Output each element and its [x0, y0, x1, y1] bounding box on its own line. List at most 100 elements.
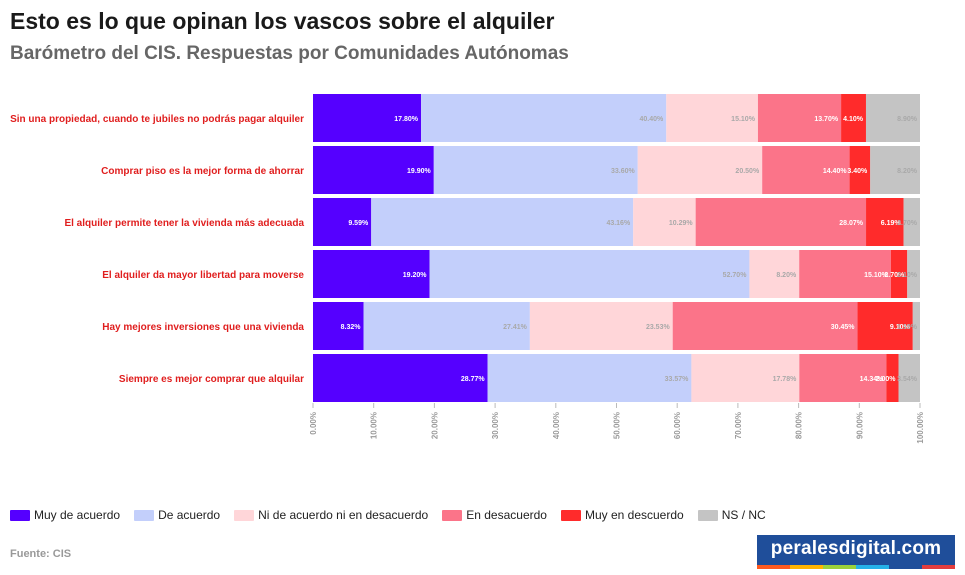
- legend-swatch: [442, 509, 463, 521]
- legend-label: NS / NC: [721, 508, 766, 522]
- x-tick-label: 60.00%: [673, 412, 682, 439]
- brand-stripe-segment: [790, 565, 823, 569]
- brand-logo: peralesdigital.com: [757, 535, 955, 569]
- data-label: 33.60%: [611, 168, 636, 175]
- data-label: 3.40%: [847, 168, 868, 175]
- bar-segment: [421, 94, 667, 142]
- data-label: 8.32%: [341, 324, 362, 331]
- data-label: 2.70%: [897, 220, 918, 227]
- bar-segment: [313, 94, 422, 142]
- bar-segment: [898, 354, 920, 402]
- data-label: 52.70%: [723, 272, 748, 279]
- x-tick-label: 0.00%: [309, 412, 318, 435]
- bar-segment: [890, 250, 908, 298]
- data-label: 23.53%: [646, 324, 671, 331]
- bar-segment: [757, 94, 842, 142]
- data-label: 17.78%: [773, 376, 798, 383]
- data-label: 2.70%: [884, 272, 905, 279]
- data-label: 14.40%: [823, 168, 848, 175]
- data-label: 19.90%: [407, 168, 432, 175]
- bar-segment: [633, 198, 696, 246]
- category-label: Siempre es mejor comprar que alquilar: [119, 374, 304, 385]
- bar-segment: [695, 198, 867, 246]
- data-label: 4.10%: [843, 116, 864, 123]
- chart-title: Esto es lo que opinan los vascos sobre e…: [10, 8, 555, 34]
- data-label: 30.45%: [831, 324, 856, 331]
- data-label: 3.54%: [897, 376, 918, 383]
- legend-swatch: [234, 509, 255, 521]
- x-tick-label: 70.00%: [734, 412, 743, 439]
- data-label: 14.34%: [860, 376, 885, 383]
- chart-legend: Muy de acuerdo De acuerdo Ni de acuerdo ni…: [10, 508, 780, 522]
- bar-segment: [866, 198, 904, 246]
- stacked-bar-chart: Sin una propiedad, cuando te jubiles no …: [10, 94, 925, 444]
- brand-stripe-segment: [889, 565, 922, 569]
- bar-segment: [529, 302, 673, 350]
- brand-logo-stripe: [757, 565, 955, 569]
- data-label: 15.10%: [864, 272, 889, 279]
- brand-logo-text: peralesdigital.com: [770, 538, 942, 559]
- bar-segment: [672, 302, 858, 350]
- data-label: 8.20%: [897, 168, 918, 175]
- data-label: 9.59%: [348, 220, 369, 227]
- bar-segment: [487, 354, 692, 402]
- category-label: Comprar piso es la mejor forma de ahorra…: [101, 166, 304, 177]
- data-label: 9.10%: [890, 324, 911, 331]
- legend-label: De acuerdo: [158, 508, 221, 522]
- legend-swatch: [134, 509, 155, 521]
- legend-swatch: [560, 509, 581, 521]
- data-label: 43.16%: [606, 220, 631, 227]
- bar-segment: [363, 302, 530, 350]
- x-tick-label: 40.00%: [552, 412, 561, 439]
- legend-item: En desacuerdo: [442, 508, 547, 522]
- data-label: 28.07%: [839, 220, 864, 227]
- x-tick-label: 50.00%: [613, 412, 622, 439]
- data-label: 40.40%: [640, 116, 665, 123]
- bar-segment: [912, 302, 920, 350]
- data-label: 17.80%: [394, 116, 419, 123]
- bar-segment: [313, 198, 372, 246]
- bar-segment: [799, 354, 887, 402]
- chart-subtitle: Barómetro del CIS. Respuestas por Comuni…: [10, 43, 569, 64]
- bar-segment: [799, 250, 891, 298]
- data-label: 20.50%: [735, 168, 760, 175]
- category-label: Sin una propiedad, cuando te jubiles no …: [10, 114, 304, 125]
- legend-item: De acuerdo: [134, 508, 220, 522]
- data-label: 2.00%: [876, 376, 897, 383]
- bar-segment: [637, 146, 763, 194]
- x-tick-label: 100.00%: [916, 412, 925, 444]
- bar-segment: [903, 198, 920, 246]
- x-tick-label: 20.00%: [430, 412, 439, 439]
- data-label: 6.19%: [881, 220, 902, 227]
- bar-segment: [313, 354, 488, 402]
- legend-item: Muy en descuerdo: [560, 508, 684, 522]
- category-label: El alquiler permite tener la vivienda má…: [64, 218, 304, 229]
- x-tick-label: 80.00%: [795, 412, 804, 439]
- legend-label: En desacuerdo: [466, 508, 547, 522]
- legend-item: Ni de acuerdo ni en desacuerdo: [234, 508, 428, 522]
- bar-segment: [433, 146, 638, 194]
- bar-segment: [762, 146, 850, 194]
- x-tick-label: 30.00%: [491, 412, 500, 439]
- legend-label: Ni de acuerdo ni en desacuerdo: [258, 508, 429, 522]
- bar-segment: [907, 250, 920, 298]
- bar-segment: [313, 146, 434, 194]
- bar-segment: [691, 354, 800, 402]
- bar-segment: [749, 250, 800, 298]
- bar-segment: [870, 146, 920, 194]
- legend-swatch: [10, 509, 30, 521]
- bar-segment: [886, 354, 899, 402]
- category-label: El alquiler da mayor libertad para mover…: [102, 270, 304, 281]
- legend-label: Muy en descuerdo: [584, 508, 684, 522]
- data-label: 2.10%: [897, 272, 918, 279]
- data-label: 10.29%: [669, 220, 694, 227]
- bar-segment: [429, 250, 750, 298]
- data-label: 13.70%: [814, 116, 839, 123]
- bar-segment: [841, 94, 866, 142]
- source-note: Fuente: CIS: [10, 548, 72, 560]
- bar-segment: [313, 250, 430, 298]
- bar-segment: [313, 302, 364, 350]
- brand-stripe-segment: [922, 565, 955, 569]
- category-label: Hay mejores inversiones que una vivienda: [102, 322, 304, 333]
- x-tick-label: 90.00%: [855, 412, 864, 439]
